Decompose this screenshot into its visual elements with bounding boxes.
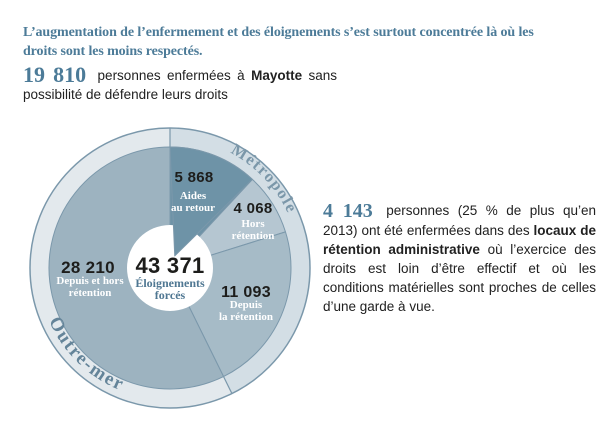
stat-mayotte-number: 19 810 bbox=[23, 62, 87, 87]
stat-mayotte-text-2: sans possibilité de défendre leurs droit… bbox=[23, 68, 338, 102]
headline-line2: droits sont les moins respectés. bbox=[23, 44, 203, 59]
center-label-line1: Éloignements bbox=[135, 276, 205, 290]
stat-lra-text-2: où l’exercice des droits est loin d’être… bbox=[323, 242, 596, 314]
slice-label-depuis-la-retention-line2: la rétention bbox=[219, 311, 273, 323]
eloignements-pie-chart: Métropole Outre-mer 5 868 Aides au retour 4 0… bbox=[22, 120, 318, 416]
stat-lra: 4 143 personnes (25 % de plus qu’en 2013… bbox=[323, 201, 596, 316]
slice-label-aides-au-retour-line1: Aides bbox=[180, 190, 207, 202]
stat-lra-number: 4 143 bbox=[323, 200, 373, 222]
slice-label-depuis-et-hors-retention-line2: rétention bbox=[69, 287, 112, 299]
slice-value-hors-retention: 4 068 bbox=[233, 200, 272, 217]
ring-metropole bbox=[170, 128, 310, 394]
slice-label-depuis-la-retention-line1: Depuis bbox=[230, 299, 263, 311]
slice-value-aides-au-retour: 5 868 bbox=[174, 169, 213, 186]
center-hole bbox=[127, 225, 213, 311]
slice-label-depuis-et-hors-retention-line1: Depuis et hors bbox=[56, 275, 124, 287]
headline: L’augmentation de l’enfermement et des é… bbox=[23, 23, 588, 61]
slice-value-depuis-et-hors-retention: 28 210 bbox=[61, 258, 115, 277]
slice-label-hors-retention-line1: Hors bbox=[241, 218, 265, 230]
stat-mayotte: 19 810 personnes enfermées à Mayotte san… bbox=[23, 62, 338, 104]
center-label-line2: forcés bbox=[155, 288, 186, 302]
slice-label-aides-au-retour-line2: au retour bbox=[171, 202, 215, 214]
slice-label-hors-retention-line2: rétention bbox=[232, 230, 275, 242]
headline-line1: L’augmentation de l’enfermement et des é… bbox=[23, 25, 534, 40]
stat-lra-bold: locaux de rétention administrative bbox=[323, 223, 596, 257]
pie-slice-aides-au-retour-overlay bbox=[169, 146, 253, 257]
stat-mayotte-bold: Mayotte bbox=[251, 68, 303, 83]
stat-lra-text-1: personnes (25 % de plus qu’en 2013) ont … bbox=[323, 203, 596, 238]
ring-divider-bottom bbox=[222, 376, 233, 394]
stat-mayotte-text-1: personnes enfermées à bbox=[91, 68, 252, 83]
center-value: 43 371 bbox=[135, 253, 204, 278]
slice-value-depuis-la-retention: 11 093 bbox=[221, 284, 271, 301]
